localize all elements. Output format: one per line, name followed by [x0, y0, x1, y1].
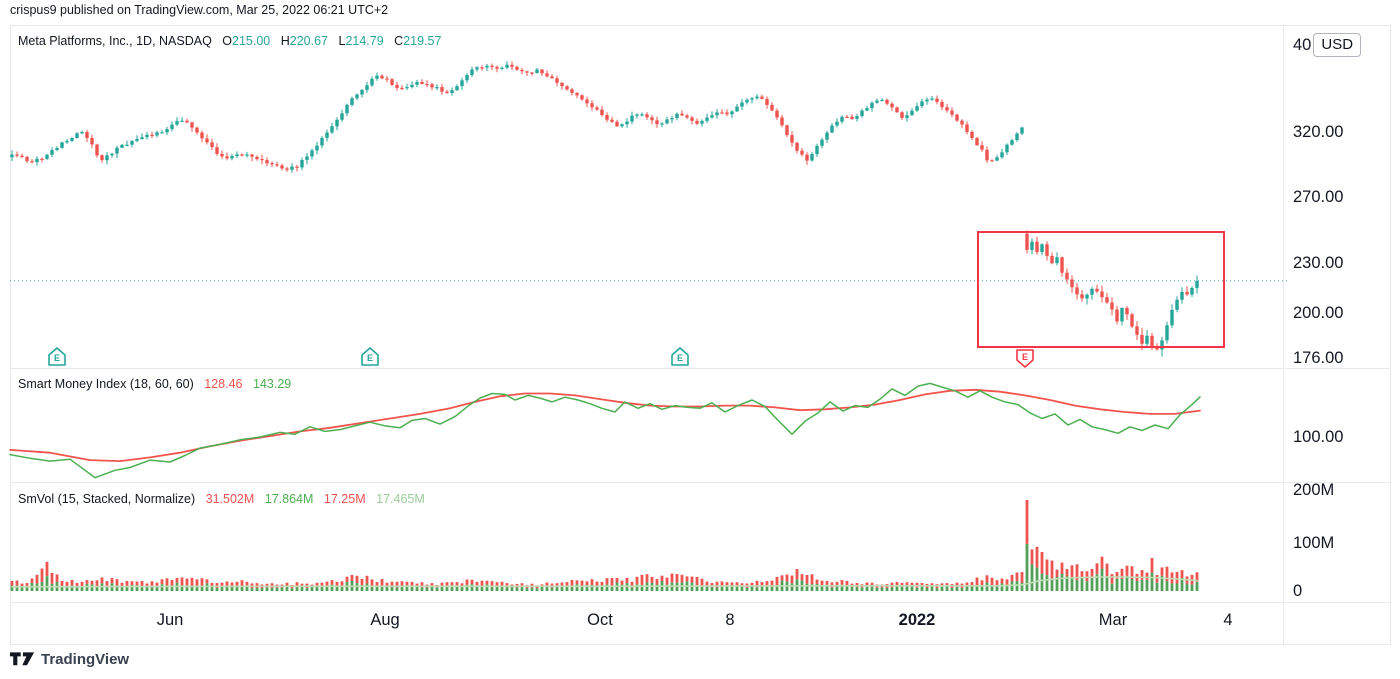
price-tick-label: 100.00: [1293, 428, 1344, 446]
price-tick-label: 320.00: [1293, 123, 1344, 141]
chart-frame: [10, 25, 1391, 645]
price-tick-label: 100M: [1293, 534, 1335, 552]
chart-canvas[interactable]: [10, 25, 1283, 602]
top-tick-label: 40: [1293, 35, 1312, 54]
currency-toggle-button[interactable]: USD: [1313, 33, 1362, 57]
smi-legend[interactable]: Smart Money Index (18, 60, 60) 128.46 14…: [18, 377, 291, 391]
smi-value-red: 128.46: [204, 377, 243, 391]
ohlc-high-letter: H: [280, 34, 290, 48]
tradingview-logo[interactable]: TradingView: [10, 651, 129, 668]
attribution-text: crispus9 published on TradingView.com, M…: [10, 3, 389, 17]
time-tick-label: 8: [725, 611, 735, 629]
symbol-title: Meta Platforms, Inc., 1D, NASDAQ: [18, 34, 212, 48]
time-tick-label: 2022: [898, 611, 936, 629]
smvol-value-2: 17.864M: [264, 492, 314, 506]
time-tick-label: Mar: [1098, 611, 1128, 629]
price-tick-label: 230.00: [1293, 254, 1344, 272]
price-axis[interactable]: 320.00 270.00 230.00 200.00 176.00 100.00 200M…: [1284, 25, 1399, 645]
price-tick-label: 200M: [1293, 481, 1335, 499]
tradingview-mark-icon: [10, 652, 35, 666]
smi-value-green: 143.29: [252, 377, 292, 391]
time-tick-label: Jun: [156, 611, 184, 629]
ohlc-low-value: 214.79: [345, 34, 384, 48]
ohlc-open-letter: O: [222, 34, 233, 48]
ohlc-open-value: 215.00: [232, 34, 271, 48]
pane-separator-smi[interactable]: [10, 368, 1391, 369]
ohlc-high-value: 220.67: [289, 34, 329, 48]
ohlc-close-value: 219.57: [403, 34, 442, 48]
smvol-legend[interactable]: SmVol (15, Stacked, Normalize) 31.502M 1…: [18, 492, 425, 506]
time-tick-label: Aug: [370, 611, 400, 629]
smvol-title: SmVol (15, Stacked, Normalize): [18, 492, 196, 506]
smi-title: Smart Money Index (18, 60, 60): [18, 377, 194, 391]
price-tick-label: 0: [1293, 582, 1303, 600]
price-tick-label: 200.00: [1293, 304, 1344, 322]
time-tick-label: 4: [1223, 611, 1233, 629]
smvol-value-3: 17.25M: [323, 492, 366, 506]
symbol-legend[interactable]: Meta Platforms, Inc., 1D, NASDAQ O215.00…: [18, 34, 441, 48]
smvol-value-1: 31.502M: [205, 492, 255, 506]
smvol-value-4: 17.465M: [376, 492, 425, 506]
price-tick-label: 270.00: [1293, 188, 1344, 206]
tradingview-logo-text: TradingView: [41, 651, 130, 668]
time-axis-separator: [10, 602, 1391, 603]
price-axis-header: 40 USD: [1293, 33, 1362, 57]
time-axis[interactable]: Jun Aug Oct 8 2022 Mar 4: [10, 603, 1283, 645]
ohlc-low-letter: L: [338, 34, 346, 48]
time-tick-label: Oct: [587, 611, 613, 629]
price-tick-label: 176.00: [1293, 349, 1344, 367]
pane-separator-volume[interactable]: [10, 482, 1391, 483]
price-axis-separator: [1283, 25, 1284, 645]
ohlc-close-letter: C: [394, 34, 404, 48]
